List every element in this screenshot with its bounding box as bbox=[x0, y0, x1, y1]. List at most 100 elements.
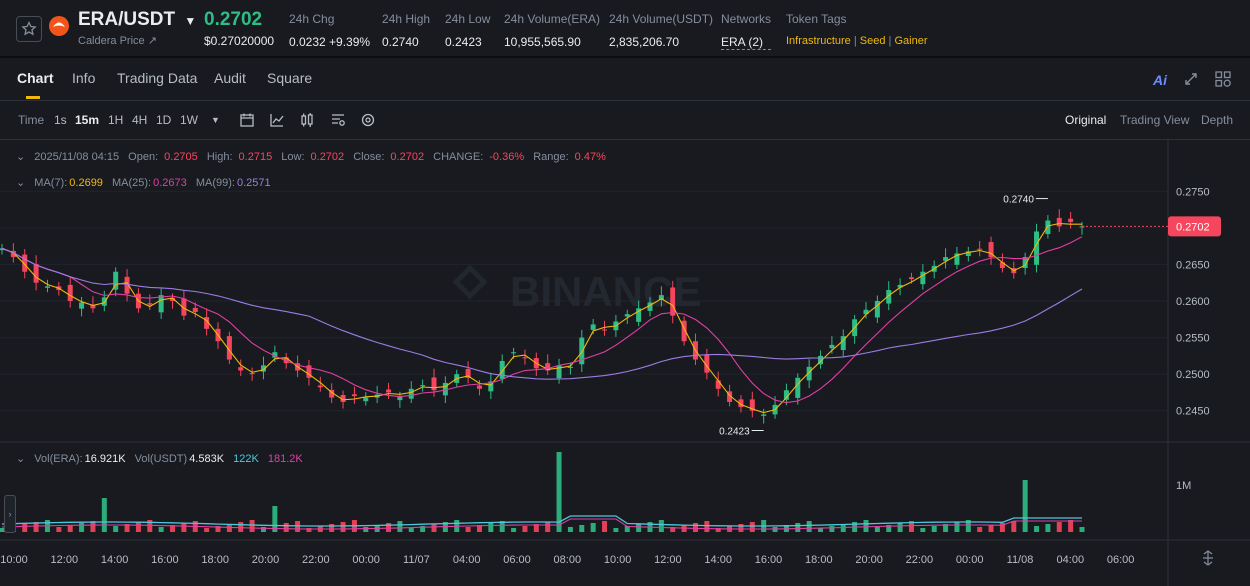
collapse-icon[interactable]: ⌄ bbox=[16, 453, 26, 465]
volume-bar bbox=[772, 527, 778, 532]
candlestick-chart[interactable]: BINANCE 0.27500.27000.26500.26000.25500.… bbox=[0, 140, 1250, 586]
expand-icon[interactable] bbox=[1183, 71, 1199, 87]
volume-bar bbox=[135, 522, 141, 532]
candle-body bbox=[920, 271, 926, 285]
collapse-icon[interactable]: ⌄ bbox=[16, 177, 26, 189]
pair-name: ERA/USDT bbox=[78, 9, 176, 30]
volume-bar bbox=[1068, 520, 1074, 532]
ohlc-change: -0.36% bbox=[489, 151, 525, 163]
candle-body bbox=[386, 389, 392, 393]
vol-ma-value-2: 181.2K bbox=[267, 453, 303, 465]
ohlc-range: 0.47% bbox=[574, 151, 606, 163]
chart-settings-list-icon[interactable] bbox=[330, 112, 346, 128]
time-tick-label: 22:00 bbox=[906, 554, 934, 566]
candle-body bbox=[636, 308, 642, 322]
caret-down-icon: ▼ bbox=[184, 14, 197, 28]
stat-networks[interactable]: Networks ERA (2) bbox=[721, 12, 772, 50]
candle-body bbox=[306, 365, 312, 378]
scroll-left-handle[interactable]: › bbox=[4, 495, 16, 533]
interval-1w[interactable]: 1W bbox=[180, 113, 198, 127]
volume-bar bbox=[499, 521, 505, 532]
star-icon bbox=[21, 20, 37, 36]
candles bbox=[0, 209, 1085, 424]
layout-grid-icon[interactable] bbox=[1214, 70, 1232, 88]
view-original[interactable]: Original bbox=[1065, 113, 1107, 127]
volume-bar bbox=[215, 526, 221, 532]
volume-bar bbox=[567, 527, 573, 532]
volume-bar bbox=[363, 527, 369, 532]
volume-bar bbox=[795, 523, 801, 532]
candle-body bbox=[363, 397, 369, 402]
volume-bar bbox=[181, 523, 187, 532]
volume-bar bbox=[397, 521, 403, 532]
tab-audit[interactable]: Audit bbox=[214, 70, 246, 86]
view-trading-view[interactable]: Trading View bbox=[1120, 113, 1190, 127]
candle-body bbox=[522, 357, 528, 359]
collapse-icon[interactable]: ⌄ bbox=[16, 151, 26, 163]
price-tick-label: 0.2650 bbox=[1176, 259, 1210, 271]
candle-body bbox=[226, 336, 232, 360]
candle-body bbox=[590, 324, 596, 330]
candle-body bbox=[715, 380, 721, 389]
external-link-icon: ↗ bbox=[147, 35, 157, 47]
coin-price-link[interactable]: Caldera Price ↗ bbox=[78, 35, 157, 47]
candle-body bbox=[749, 399, 755, 411]
volume-bar bbox=[1056, 522, 1062, 532]
time-tick-label: 04:00 bbox=[453, 554, 481, 566]
reset-scale-icon[interactable] bbox=[1200, 550, 1216, 566]
tab-info[interactable]: Info bbox=[72, 70, 96, 86]
volume-bar bbox=[340, 522, 346, 532]
calendar-icon[interactable] bbox=[239, 112, 255, 128]
tab-chart[interactable]: Chart bbox=[17, 70, 54, 86]
candle-style-icon[interactable] bbox=[299, 112, 315, 128]
volume-bar bbox=[749, 522, 755, 532]
volume-bar bbox=[113, 526, 119, 532]
interval-1d[interactable]: 1D bbox=[156, 113, 172, 127]
tag-gainer[interactable]: Gainer bbox=[894, 35, 928, 47]
time-label: Time bbox=[18, 113, 45, 127]
time-tick-label: 00:00 bbox=[956, 554, 984, 566]
pair-selector[interactable]: ERA/USDT ▼ bbox=[78, 9, 196, 31]
time-tick-label: 18:00 bbox=[201, 554, 229, 566]
interval-15m[interactable]: 15m bbox=[75, 113, 100, 127]
indicator-icon[interactable] bbox=[269, 112, 285, 128]
volume-ma-line bbox=[1, 515, 1082, 527]
candle-body bbox=[704, 354, 710, 373]
chart-area[interactable]: BINANCE 0.27500.27000.26500.26000.25500.… bbox=[0, 140, 1250, 586]
candle-body bbox=[147, 303, 153, 305]
volume-bar bbox=[943, 524, 949, 532]
candle-body bbox=[488, 381, 494, 392]
volume-bar bbox=[579, 525, 585, 532]
candle-body bbox=[272, 352, 278, 358]
interval-1s[interactable]: 1s bbox=[54, 113, 67, 127]
volume-bar bbox=[1079, 527, 1085, 532]
candle-body bbox=[602, 329, 608, 331]
volume-bar bbox=[613, 528, 619, 532]
interval-dropdown-icon[interactable]: ▼ bbox=[211, 115, 220, 125]
favorite-button[interactable] bbox=[16, 16, 42, 42]
ohlc-close: 0.2702 bbox=[390, 151, 425, 163]
candle-body bbox=[340, 395, 346, 402]
time-tick-label: 11/07 bbox=[403, 554, 430, 566]
time-tick-label: 18:00 bbox=[805, 554, 833, 566]
tag-infrastructure[interactable]: Infrastructure bbox=[786, 35, 851, 47]
interval-4h[interactable]: 4H bbox=[132, 113, 148, 127]
volume-bar bbox=[704, 521, 710, 532]
view-depth[interactable]: Depth bbox=[1201, 113, 1234, 127]
candle-body bbox=[579, 337, 585, 365]
volume-bar bbox=[306, 528, 312, 532]
interval-1h[interactable]: 1H bbox=[108, 113, 124, 127]
candle-body bbox=[238, 367, 244, 371]
volume-bar bbox=[465, 527, 471, 532]
tab-trading-data[interactable]: Trading Data bbox=[117, 70, 198, 86]
ai-button[interactable]: Ai bbox=[1153, 72, 1167, 88]
candle-body bbox=[511, 352, 517, 354]
candle-body bbox=[738, 399, 744, 408]
vol-era-value: 16.921K bbox=[84, 453, 126, 465]
gear-icon[interactable] bbox=[360, 112, 376, 128]
tab-square[interactable]: Square bbox=[267, 70, 313, 86]
time-tick-label: 22:00 bbox=[302, 554, 330, 566]
volume-bar bbox=[908, 521, 914, 532]
ohlc-high: 0.2715 bbox=[238, 151, 273, 163]
tag-seed[interactable]: Seed bbox=[859, 35, 886, 47]
